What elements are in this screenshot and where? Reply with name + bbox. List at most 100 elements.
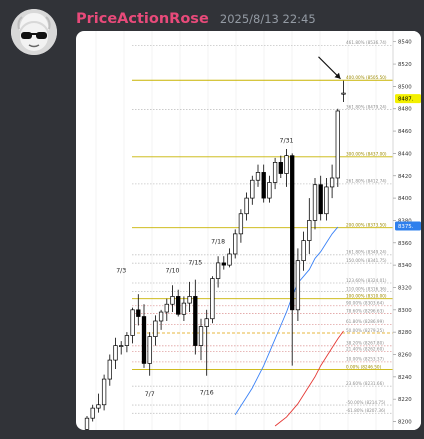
sunglasses-avatar-icon <box>11 9 57 55</box>
message-header: PriceActionRose 2025/8/13 22:45 <box>76 8 316 27</box>
price-tick-label: 8360 <box>398 241 412 247</box>
candle-body <box>244 197 249 215</box>
candle-body <box>124 335 130 346</box>
price-tick-label: 8340 <box>398 263 412 269</box>
fib-level-label: 161.80% (8349.24) <box>346 250 387 255</box>
candle-body <box>204 318 209 327</box>
candle-body <box>335 110 340 179</box>
price-tick-label: 8400 <box>398 196 412 202</box>
candle-body <box>250 179 255 199</box>
candle-body <box>272 162 278 183</box>
fib-level-label: 100.00% (8310.00) <box>346 293 387 298</box>
candle-body <box>267 182 272 199</box>
candle-body <box>290 155 295 311</box>
date-label: 7/31 <box>280 138 294 145</box>
price-tick-label: 8300 <box>398 308 412 314</box>
fib-level-label: 0.00% (8246.50) <box>346 364 382 369</box>
chart-image[interactable]: 461.80% (8536.74) 400.00% (8505.50) 361.80… <box>76 31 421 430</box>
candle-body <box>107 359 112 380</box>
candle-body <box>193 296 198 346</box>
date-label: 7/15 <box>188 259 202 266</box>
candle-body <box>96 404 101 409</box>
candle-body <box>90 407 95 419</box>
moving-average-red-line <box>274 330 344 427</box>
timestamp: 2025/8/13 22:45 <box>219 12 316 26</box>
candle-body <box>221 262 226 266</box>
price-tick-label: 8540 <box>398 40 412 46</box>
candlestick-chart: 461.80% (8536.74) 400.00% (8505.50) 361.80… <box>84 31 421 430</box>
fib-level-label: 150.00% (8341.75) <box>346 258 387 263</box>
candle-body <box>261 172 266 199</box>
price-tick-label: 8320 <box>398 285 412 291</box>
price-tick-label: 8420 <box>398 174 412 180</box>
fib-level-label: 90.00% (8303.64) <box>346 301 384 306</box>
username[interactable]: PriceActionRose <box>76 11 209 27</box>
date-label: 7/10 <box>166 267 180 274</box>
price-tag <box>395 94 421 104</box>
fib-level-label: 261.80% (8412.74) <box>346 179 387 184</box>
date-label: 7/18 <box>211 238 225 245</box>
candle-body <box>324 186 329 215</box>
candle-body <box>113 345 118 361</box>
candle-body <box>198 326 204 346</box>
fib-level-label: 200.00% (8373.50) <box>346 223 387 228</box>
price-tick-label: 8440 <box>398 151 412 157</box>
candle-body <box>119 345 124 347</box>
price-tick-label: 8520 <box>398 62 412 68</box>
candle-body <box>210 278 215 320</box>
moving-average-blue-line <box>234 226 339 416</box>
fib-level-label: 10.00% (8253.37) <box>346 357 384 362</box>
price-tick-label: 8500 <box>398 84 412 90</box>
candle-body <box>238 213 244 235</box>
annotation-arrowhead <box>334 72 341 79</box>
candle-body <box>181 302 187 315</box>
price-tick-label: 8240 <box>398 375 412 381</box>
candle-body <box>187 296 192 304</box>
candle-body <box>101 378 107 406</box>
candle-body <box>147 336 152 364</box>
candle-body <box>295 260 301 311</box>
date-label: 7/3 <box>116 267 126 274</box>
avatar[interactable] <box>11 9 57 55</box>
fib-level-label: 23.60% (8231.66) <box>346 381 384 386</box>
fib-level-label: 361.80% (8479.24) <box>346 104 387 109</box>
price-tag-label: 8487. <box>398 97 414 103</box>
price-tick-label: 8480 <box>398 107 412 113</box>
candle-body <box>215 262 221 279</box>
candle-body <box>233 233 238 255</box>
date-label: 7/16 <box>200 390 214 397</box>
candle-body <box>170 296 175 305</box>
fib-level-label: -50.00% (8214.75) <box>346 400 386 405</box>
candle-body <box>176 296 181 315</box>
candle-body <box>318 184 323 215</box>
fib-level-label: 461.80% (8536.74) <box>346 40 387 45</box>
price-tick-label: 8280 <box>398 330 412 336</box>
fib-level-label: 21.40% (8262.60) <box>346 346 384 351</box>
fib-level-label: 78.60% (8296.63) <box>346 308 384 313</box>
fib-level-label: 400.00% (8505.50) <box>346 75 387 80</box>
price-tick-label: 8200 <box>398 420 412 426</box>
price-tick-label: 8260 <box>398 353 412 359</box>
candle-body <box>278 162 283 174</box>
price-tick-label: 8380 <box>398 218 412 224</box>
price-tick-label: 8220 <box>398 397 412 403</box>
candle-body <box>158 311 164 322</box>
candle-body <box>341 92 346 95</box>
candle-body <box>301 240 306 262</box>
fib-level-label: 300.00% (8437.00) <box>346 152 387 157</box>
date-label: 7/7 <box>145 391 155 398</box>
fib-level-label: 110.00% (8316.36) <box>346 286 387 291</box>
candle-body <box>130 309 135 336</box>
candle-body <box>255 172 261 181</box>
candle-body <box>84 417 90 430</box>
fib-level-label: -61.80% (8207.36) <box>346 408 386 413</box>
price-tag-label: 8375. <box>398 224 414 230</box>
price-tick-label: 8460 <box>398 129 412 135</box>
candle-body <box>141 316 147 364</box>
candle-body <box>136 309 141 317</box>
candle-body <box>284 155 289 174</box>
price-tag <box>395 221 421 231</box>
candle-body <box>164 303 169 313</box>
candle-body <box>153 320 158 337</box>
fib-level-label: 123.60% (8324.01) <box>346 278 387 283</box>
